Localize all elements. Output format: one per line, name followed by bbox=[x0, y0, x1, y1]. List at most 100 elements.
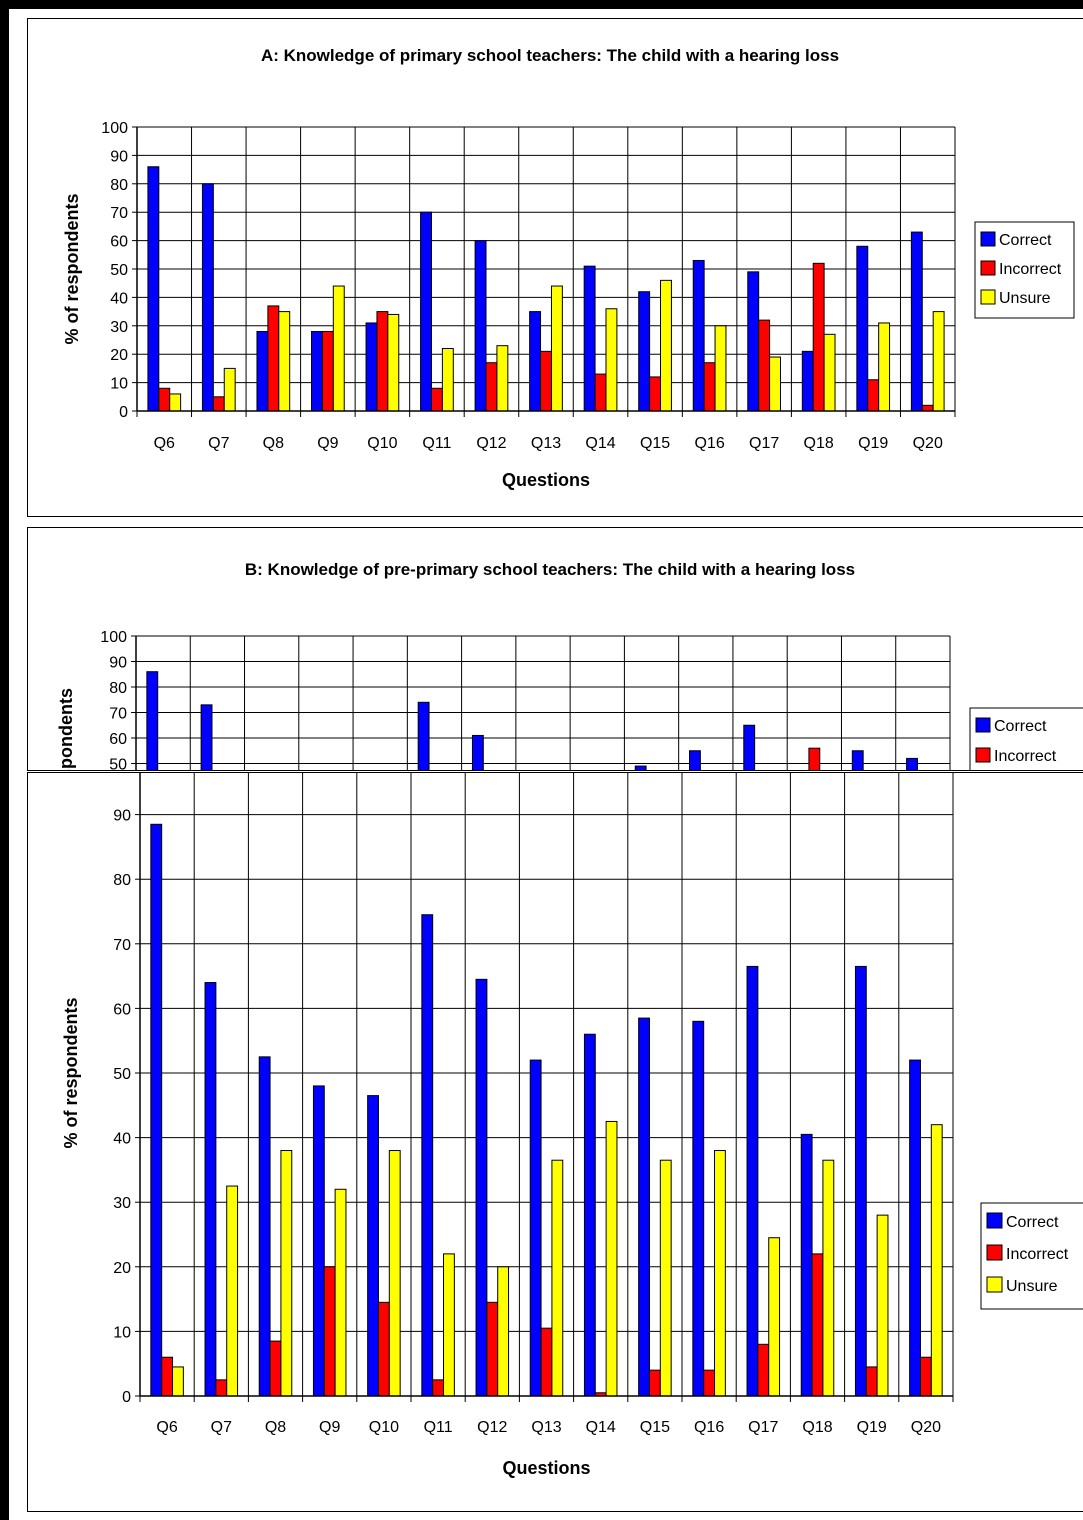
x-axis-label: Questions bbox=[502, 1458, 590, 1478]
y-tick-label: 100 bbox=[101, 120, 128, 137]
bar-incorrect-q14 bbox=[594, 373, 607, 412]
legend-swatch-incorrect bbox=[986, 1244, 1003, 1261]
bar-correct-q20 bbox=[909, 1059, 921, 1397]
bar-correct-q13 bbox=[529, 311, 542, 412]
bar-unsure-q11 bbox=[441, 348, 454, 412]
chart-svg: B: Knowledge of pre-primary school teach… bbox=[56, 560, 1083, 772]
legend-label-incorrect: Incorrect bbox=[994, 748, 1057, 765]
legend: Correct Incorrect Unsure bbox=[980, 1202, 1083, 1310]
x-tick-label: Q9 bbox=[319, 1419, 340, 1436]
bar-unsure-q9 bbox=[334, 1188, 347, 1397]
bar-correct-q20 bbox=[906, 757, 918, 770]
y-axis-label: % of respondents bbox=[62, 193, 82, 344]
bar-correct-q11 bbox=[421, 914, 434, 1397]
legend-label-unsure: Unsure bbox=[1006, 1278, 1058, 1295]
x-tick-label: Q8 bbox=[263, 435, 284, 452]
legend-swatch-unsure bbox=[980, 289, 996, 305]
x-tick-label: Q6 bbox=[154, 435, 175, 452]
y-tick-label: 40 bbox=[113, 1131, 131, 1148]
bar-unsure-q8 bbox=[280, 1150, 293, 1397]
y-tick-label: 30 bbox=[110, 319, 128, 336]
bar-incorrect-q7 bbox=[215, 1379, 228, 1397]
chart-panel-b: B: Knowledge of pre-primary school teach… bbox=[27, 527, 1083, 771]
bar-unsure-q16 bbox=[714, 1150, 726, 1397]
bar-unsure-q16 bbox=[714, 325, 727, 412]
legend: Correct Incorrect Unsure bbox=[974, 221, 1075, 319]
bar-incorrect-q20 bbox=[919, 1356, 932, 1397]
x-tick-label: Q10 bbox=[369, 1419, 399, 1436]
bar-unsure-q15 bbox=[660, 279, 672, 412]
legend-label-correct: Correct bbox=[1006, 1214, 1059, 1231]
legend-swatch-incorrect bbox=[980, 260, 996, 276]
x-tick-label: Q18 bbox=[802, 1419, 832, 1436]
bar-incorrect-q10 bbox=[376, 311, 389, 412]
bar-unsure-q14 bbox=[605, 308, 618, 412]
bar-correct-q9 bbox=[311, 330, 323, 412]
bar-unsure-q12 bbox=[496, 345, 509, 412]
bar-correct-q17 bbox=[747, 271, 760, 412]
bar-correct-q7 bbox=[204, 982, 217, 1397]
bar-correct-q18 bbox=[801, 350, 814, 412]
y-tick-label: 100 bbox=[100, 629, 127, 646]
y-tick-label: 60 bbox=[110, 234, 128, 251]
bar-unsure-q14 bbox=[605, 1120, 618, 1397]
bar-correct-q11 bbox=[420, 211, 432, 412]
bar-unsure-q20 bbox=[932, 311, 945, 412]
y-tick-label: 80 bbox=[113, 872, 131, 889]
y-tick-label: 0 bbox=[122, 1389, 131, 1406]
bar-incorrect-q18 bbox=[812, 262, 825, 412]
x-tick-label: Q20 bbox=[913, 435, 943, 452]
bar-unsure-q17 bbox=[768, 1237, 781, 1397]
y-tick-label: 70 bbox=[109, 706, 127, 723]
y-tick-label: 70 bbox=[113, 937, 131, 954]
x-tick-label: Q15 bbox=[640, 1419, 670, 1436]
bar-unsure-q6 bbox=[172, 1366, 184, 1397]
y-tick-label: 0 bbox=[119, 404, 128, 421]
x-tick-label: Q8 bbox=[265, 1419, 286, 1436]
bar-unsure-q20 bbox=[930, 1124, 943, 1397]
x-tick-label: Q19 bbox=[857, 1419, 887, 1436]
y-tick-label: 40 bbox=[110, 290, 128, 307]
y-tick-label: 20 bbox=[113, 1260, 131, 1277]
bar-incorrect-q16 bbox=[703, 1369, 716, 1397]
x-tick-label: Q19 bbox=[858, 435, 888, 452]
bar-correct-q8 bbox=[258, 1056, 271, 1397]
chart-panel-a: A: Knowledge of primary school teachers:… bbox=[27, 18, 1083, 517]
bar-correct-q16 bbox=[692, 259, 705, 412]
bar-incorrect-q15 bbox=[649, 376, 662, 412]
bar-unsure-q7 bbox=[226, 1185, 239, 1397]
bar-correct-q6 bbox=[150, 823, 163, 1397]
bar-correct-q13 bbox=[529, 1059, 542, 1397]
y-tick-label: 50 bbox=[113, 1066, 131, 1083]
y-tick-label: 30 bbox=[113, 1195, 131, 1212]
y-tick-label: 80 bbox=[109, 680, 127, 697]
bar-correct-q7 bbox=[201, 183, 214, 412]
bar-incorrect-q9 bbox=[323, 1266, 336, 1397]
x-tick-label: Q14 bbox=[586, 1419, 616, 1436]
bar-incorrect-q20 bbox=[921, 404, 934, 412]
bar-unsure-q10 bbox=[387, 313, 400, 412]
bar-incorrect-q16 bbox=[703, 362, 716, 412]
bar-correct-q16 bbox=[692, 1020, 705, 1397]
bar-unsure-q6 bbox=[169, 393, 182, 412]
bar-incorrect-q11 bbox=[432, 1379, 445, 1397]
y-tick-label: 50 bbox=[109, 757, 127, 772]
legend-swatch-unsure bbox=[986, 1276, 1003, 1293]
bar-correct-q12 bbox=[471, 734, 484, 770]
bar-unsure-q8 bbox=[278, 311, 291, 412]
bar-correct-q17 bbox=[746, 965, 759, 1397]
x-tick-label: Q7 bbox=[211, 1419, 232, 1436]
bar-incorrect-q18 bbox=[811, 1253, 824, 1397]
bar-unsure-q19 bbox=[876, 1214, 889, 1397]
y-tick-label: 90 bbox=[109, 655, 127, 672]
bar-correct-q11 bbox=[417, 701, 430, 770]
bar-unsure-q11 bbox=[443, 1253, 455, 1397]
bar-unsure-q13 bbox=[551, 1159, 564, 1397]
bar-incorrect-q17 bbox=[758, 319, 771, 412]
bar-incorrect-q12 bbox=[486, 1301, 499, 1397]
x-tick-label: Q20 bbox=[911, 1419, 941, 1436]
y-axis-label: % of respondents bbox=[61, 997, 81, 1148]
legend-label-correct: Correct bbox=[999, 232, 1052, 249]
y-tick-label: 90 bbox=[110, 148, 128, 165]
y-tick-label: 70 bbox=[110, 205, 128, 222]
